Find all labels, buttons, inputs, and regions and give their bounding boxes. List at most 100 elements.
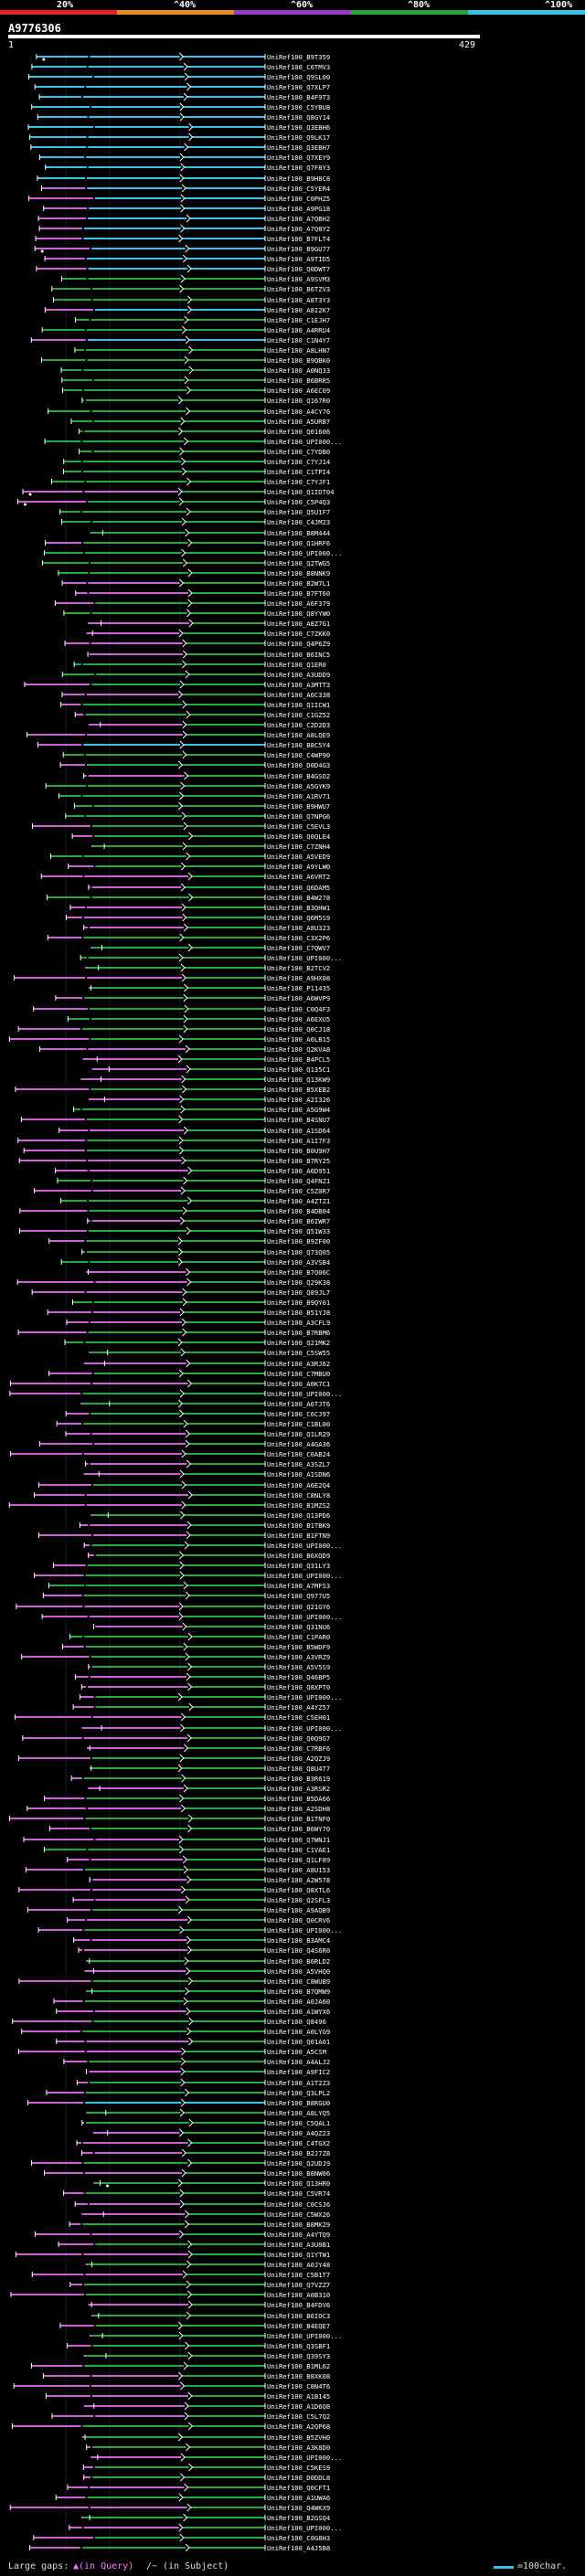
hit-row[interactable]: UniRef100_A8T3Y3 xyxy=(53,295,331,304)
hit-label[interactable]: UniRef100_A9PG18 xyxy=(267,205,330,213)
hit-row[interactable]: UniRef100_Q7XLP7 xyxy=(34,82,330,91)
hit-label[interactable]: UniRef100_C3X2P6 xyxy=(267,934,330,942)
hit-row[interactable]: UniRef100_Q2TWG5 xyxy=(42,558,331,567)
hit-row[interactable]: UniRef100_A8U153 xyxy=(25,1865,330,1874)
hit-row[interactable]: UniRef100_Q1LR29 xyxy=(65,1429,330,1438)
hit-label[interactable]: UniRef100_A9SVM3 xyxy=(267,275,330,283)
hit-label[interactable]: UniRef100_A8T3Y3 xyxy=(267,296,330,304)
hit-label[interactable]: UniRef100_A8LYQ5 xyxy=(267,2109,330,2117)
hit-row[interactable]: UniRef100_C7RBF6 xyxy=(87,1744,330,1753)
hit-row[interactable]: UniRef100_A2QP68 xyxy=(11,2422,330,2431)
hit-row[interactable]: UniRef100_Q6DAM5 xyxy=(88,883,330,892)
hit-row[interactable]: UniRef100_C0PHZ5 xyxy=(28,194,331,203)
hit-row[interactable]: UniRef100_A3RSR2 xyxy=(88,1784,330,1793)
hit-row[interactable]: UniRef100_Q1YTW1 xyxy=(15,2250,330,2259)
hit-label[interactable]: UniRef100_B2J7Z8 xyxy=(267,2149,330,2157)
hit-label[interactable]: UniRef100_A1WYX6 xyxy=(267,2008,330,2016)
hit-row[interactable]: UniRef100_C1N4Y7 xyxy=(30,335,330,345)
hit-row[interactable]: UniRef100_UPI000... xyxy=(81,1723,342,1733)
hit-label[interactable]: UniRef100_A6TJT6 xyxy=(267,1400,330,1408)
hit-row[interactable]: UniRef100_Q4S6R0 xyxy=(78,1945,330,1955)
hit-row[interactable]: UniRef100_C4JM23 xyxy=(61,517,331,526)
hit-label[interactable]: UniRef100_A1T2Z3 xyxy=(267,2079,330,2087)
hit-row[interactable]: UniRef100_Q3EBH7 xyxy=(30,143,330,152)
hit-label[interactable]: UniRef100_Q7WNJ1 xyxy=(267,1836,330,1844)
hit-row[interactable]: UniRef100_Q2UDJ9 xyxy=(31,2158,331,2168)
hit-label[interactable]: UniRef100_C1TPI4 xyxy=(267,468,330,476)
hit-row[interactable]: UniRef100_Q0CRV6 xyxy=(67,1915,330,1924)
hit-label[interactable]: UniRef100_Q0CFT1 xyxy=(267,2484,330,2492)
hit-label[interactable]: UniRef100_B6INC5 xyxy=(267,651,330,659)
hit-row[interactable]: UniRef100_B0U9H7 xyxy=(23,1146,330,1155)
hit-row[interactable]: UniRef100_A1B145 xyxy=(45,2391,330,2401)
hit-row[interactable]: UniRef100_B3AMC4 xyxy=(73,1935,331,1945)
hit-label[interactable]: UniRef100_Q01606 xyxy=(267,428,330,436)
hit-row[interactable]: UniRef100_C7MBU0 xyxy=(48,1369,331,1378)
hit-label[interactable]: UniRef100_B1TNF0 xyxy=(267,1815,330,1823)
hit-row[interactable]: UniRef100_Q4WKX9 xyxy=(9,2503,330,2512)
hit-row[interactable]: UniRef100_A9HX08 xyxy=(14,973,331,982)
hit-label[interactable]: UniRef100_Q6DAM5 xyxy=(267,884,330,892)
hit-label[interactable]: UniRef100_B3R619 xyxy=(267,1775,330,1783)
hit-label[interactable]: UniRef100_C7YJ14 xyxy=(267,458,330,466)
hit-row[interactable]: UniRef100_B8RGU0 xyxy=(27,2098,331,2107)
hit-label[interactable]: UniRef100_A2SDH8 xyxy=(267,1805,330,1813)
hit-row[interactable]: UniRef100_A9SVM3 xyxy=(61,274,331,283)
hit-label[interactable]: UniRef100_A8LQE9 xyxy=(267,731,330,739)
hit-row[interactable]: UniRef100_A0JY48 xyxy=(85,2260,331,2269)
hit-label[interactable]: UniRef100_B8MK29 xyxy=(267,2221,330,2229)
hit-row[interactable]: UniRef100_Q7VZZ7 xyxy=(69,2280,330,2289)
hit-label[interactable]: UniRef100_B9H8C8 xyxy=(267,175,330,183)
hit-label[interactable]: UniRef100_Q1HRF6 xyxy=(267,539,330,547)
hit-row[interactable]: UniRef100_A4ZTZ1 xyxy=(60,1196,331,1205)
hit-row[interactable]: UniRef100_A0NQ33 xyxy=(60,366,330,375)
hit-label[interactable]: UniRef100_C0PHZ5 xyxy=(267,195,330,203)
hit-label[interactable]: UniRef100_A6EXU5 xyxy=(267,1015,330,1023)
hit-row[interactable]: UniRef100_C5VR74 xyxy=(63,2189,331,2198)
hit-row[interactable]: UniRef100_C2D2D3 xyxy=(89,720,330,729)
hit-row[interactable]: UniRef100_A1SD64 xyxy=(58,1126,331,1135)
hit-row[interactable]: UniRef100_Q7NPG6 xyxy=(65,811,330,821)
hit-row[interactable]: UniRef100_B6XQD9 xyxy=(88,1551,331,1560)
hit-label[interactable]: UniRef100_Q8XTL6 xyxy=(267,1886,330,1894)
hit-label[interactable]: UniRef100_Q1LF89 xyxy=(267,1856,330,1864)
hit-label[interactable]: UniRef100_Q2SFL3 xyxy=(267,1896,330,1904)
hit-label[interactable]: UniRef100_A1I7F3 xyxy=(267,1137,330,1145)
hit-row[interactable]: UniRef100_Q977U5 xyxy=(42,1591,330,1600)
hit-row[interactable]: UniRef100_A4YTQ9 xyxy=(34,2230,330,2239)
hit-label[interactable]: UniRef100_A5V5S9 xyxy=(267,1663,330,1671)
hit-label[interactable]: UniRef100_B1MZS2 xyxy=(267,1501,330,1510)
hit-row[interactable]: UniRef100_B8C5Y4 xyxy=(37,740,330,749)
hit-row[interactable]: UniRef100_A4J5B8 xyxy=(29,2543,331,2552)
hit-label[interactable]: UniRef100_B5ZVH0 xyxy=(267,2433,330,2442)
hit-row[interactable]: UniRef100_C7YJ14 xyxy=(63,457,331,466)
hit-label[interactable]: UniRef100_C7RBF6 xyxy=(267,1744,330,1753)
hit-row[interactable]: UniRef100_A5VED9 xyxy=(50,852,331,861)
hit-label[interactable]: UniRef100_A1SD64 xyxy=(267,1127,330,1135)
hit-label[interactable]: UniRef100_A6D951 xyxy=(267,1167,330,1175)
hit-row[interactable]: UniRef100_B6RLD2 xyxy=(86,1956,330,1966)
hit-row[interactable]: UniRef100_C5QAL1 xyxy=(81,2118,330,2127)
hit-row[interactable]: UniRef100_Q31LY3 xyxy=(53,1561,331,1570)
hit-label[interactable]: UniRef100_A8LHN7 xyxy=(267,346,330,355)
hit-row[interactable]: UniRef100_A0JA60 xyxy=(53,1997,330,2006)
hit-row[interactable]: UniRef100_UPI000... xyxy=(37,1925,342,1935)
hit-label[interactable]: UniRef100_Q39SY3 xyxy=(267,2352,330,2360)
hit-row[interactable]: UniRef100_C1BL00 xyxy=(56,1419,330,1428)
hit-label[interactable]: UniRef100_A1SDN6 xyxy=(267,1470,330,1479)
hit-label[interactable]: UniRef100_A2QP68 xyxy=(267,2422,330,2431)
hit-row[interactable]: UniRef100_B8NNK9 xyxy=(58,568,330,578)
hit-label[interactable]: UniRef100_Q9LK17 xyxy=(267,133,330,142)
hit-row[interactable]: UniRef100_B9GU77 xyxy=(34,244,330,253)
hit-label[interactable]: UniRef100_A1B145 xyxy=(267,2392,330,2401)
hit-row[interactable]: UniRef100_B9H8C8 xyxy=(37,174,330,183)
hit-label[interactable]: UniRef100_B4DB04 xyxy=(267,1207,330,1215)
hit-label[interactable]: UniRef100_UPI000... xyxy=(267,549,342,557)
hit-row[interactable]: UniRef100_A8LQE9 xyxy=(27,730,331,739)
hit-row[interactable]: UniRef100_B7QMW9 xyxy=(86,1987,330,1996)
hit-row[interactable]: UniRef100_A7QBH2 xyxy=(37,214,330,223)
hit-label[interactable]: UniRef100_A3CFL9 xyxy=(267,1319,330,1327)
hit-row[interactable]: UniRef100_A6C338 xyxy=(61,690,330,699)
hit-row[interactable]: UniRef100_C7YDB0 xyxy=(79,447,331,456)
hit-row[interactable]: UniRef100_A1T2Z3 xyxy=(76,2078,330,2087)
